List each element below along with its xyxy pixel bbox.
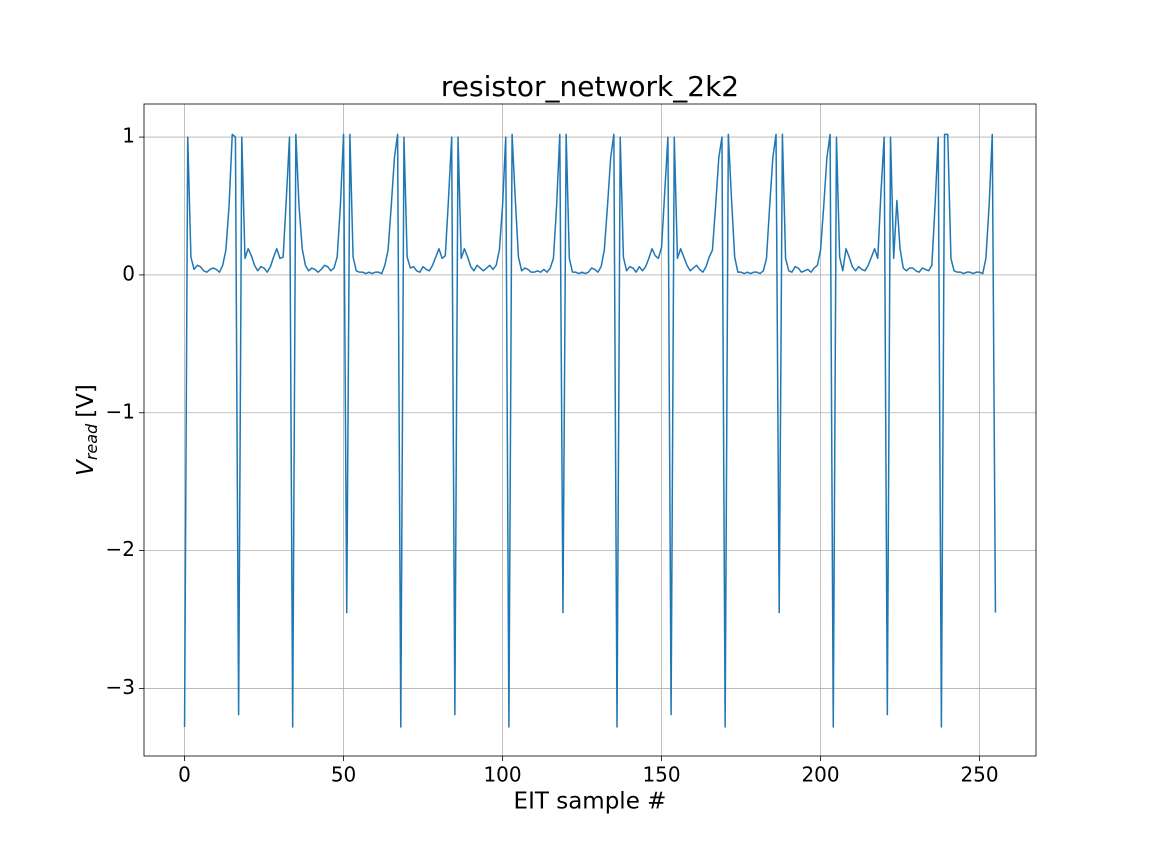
y-label-subscript: read: [82, 423, 101, 460]
x-tick-label: 50: [331, 763, 356, 787]
axes-frame: [143, 103, 1037, 757]
data-line: [183, 133, 997, 728]
chart-title: resistor_network_2k2: [441, 70, 739, 103]
x-tick-label: 200: [801, 763, 839, 787]
y-tick-label: 0: [122, 261, 135, 285]
y-axis-label: Vread [V]: [73, 384, 101, 476]
y-label-unit: [V]: [73, 384, 99, 418]
x-tick-label: 150: [642, 763, 680, 787]
y-label-symbol: V: [73, 458, 99, 476]
x-axis-label: EIT sample #: [514, 789, 667, 815]
y-tick-label: −3: [106, 675, 135, 699]
y-tick-label: 1: [122, 124, 135, 148]
x-tick-label: 0: [178, 763, 191, 787]
x-tick-label: 250: [960, 763, 998, 787]
plot-area: 0 50 100 150 200 250 −3 −2 −1 0 1: [106, 103, 1037, 787]
y-tick-label: −1: [106, 399, 135, 423]
x-tick-label: 100: [483, 763, 521, 787]
y-tick-label: −2: [106, 537, 135, 561]
